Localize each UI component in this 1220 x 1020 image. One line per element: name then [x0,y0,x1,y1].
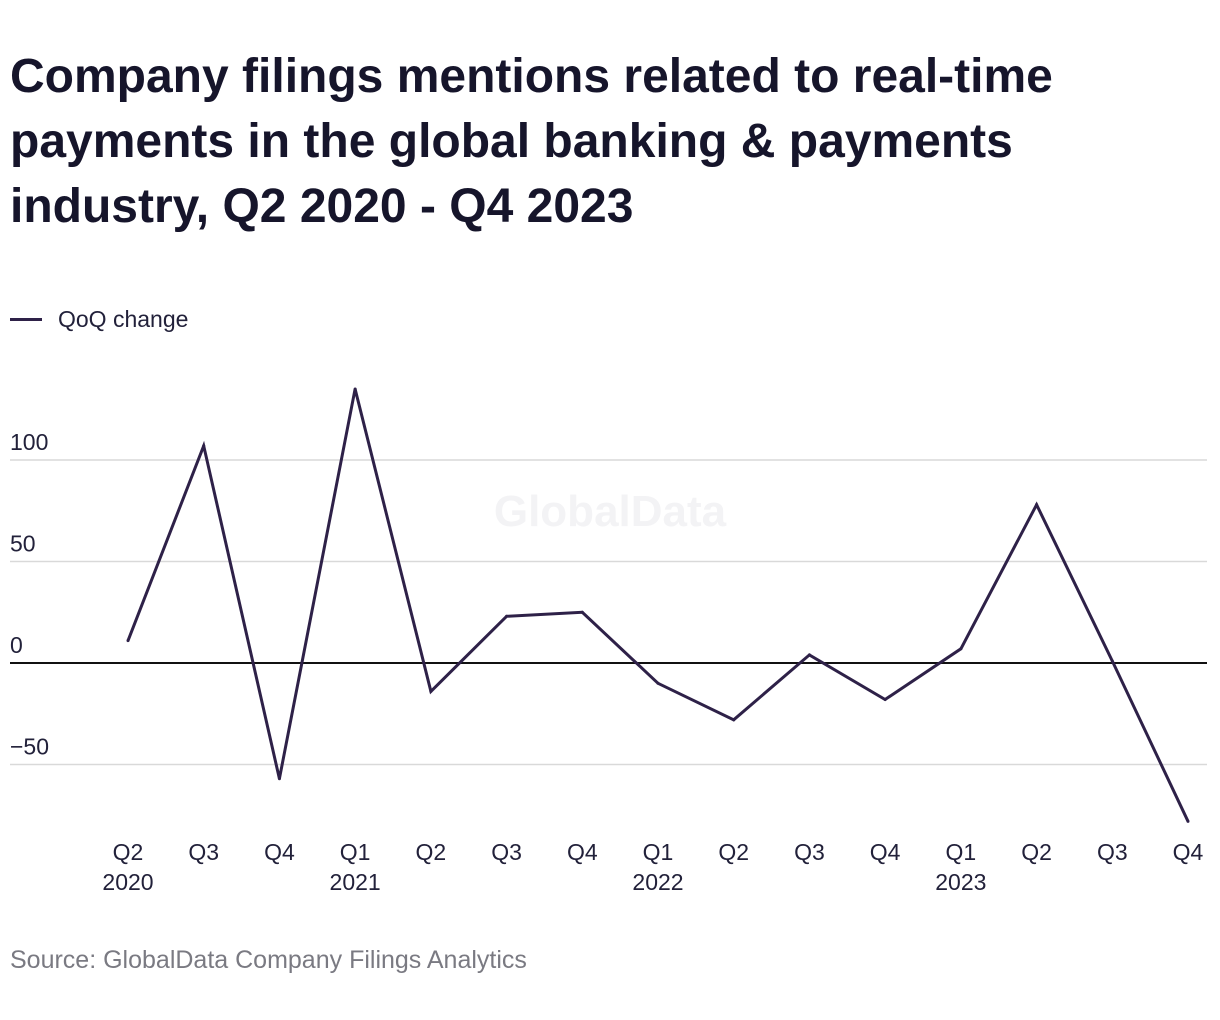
x-tick-label-quarter: Q4 [870,839,901,865]
x-tick-label-quarter: Q3 [491,839,522,865]
data-point [959,647,963,651]
x-tick-label-quarter: Q2 [718,839,749,865]
data-point [580,610,584,614]
x-tick-label-year: 2023 [935,869,986,895]
x-tick-label-quarter: Q2 [113,839,144,865]
x-tick-label-year: 2020 [102,869,153,895]
x-tick-label-quarter: Q3 [794,839,825,865]
x-axis-tick-labels: Q2 2020 Q3 Q4 Q1 2021 Q2 Q3 Q4 Q1 2022 Q2 Q3 Q4 Q1 2023… [102,839,1203,895]
legend-swatch [10,318,42,321]
data-point [1110,659,1114,663]
data-point [202,444,206,448]
data-point [1035,503,1039,507]
series-lines [126,387,1190,823]
grid-lines [10,459,1207,766]
x-tick-label-quarter: Q4 [1173,839,1204,865]
data-point [126,639,130,643]
x-tick-label-year: 2021 [330,869,381,895]
x-tick-label-quarter: Q2 [416,839,447,865]
data-point [505,614,509,618]
data-point [883,698,887,702]
y-axis-tick-labels: 100 50 0 −50 [10,429,49,760]
y-tick-label: −50 [10,734,49,760]
watermark-text: GlobalData [494,487,727,536]
chart-title: Company filings mentions related to real… [10,50,1053,233]
data-point [1186,819,1190,823]
x-tick-label-quarter: Q3 [188,839,219,865]
x-tick-label-quarter: Q1 [643,839,674,865]
y-tick-label: 50 [10,531,36,557]
source-note: Source: GlobalData Company Filings Analy… [10,946,527,974]
x-tick-label-quarter: Q2 [1021,839,1052,865]
x-tick-label-year: 2022 [632,869,683,895]
x-tick-label-quarter: Q1 [340,839,371,865]
y-tick-label: 100 [10,429,48,455]
data-point [732,718,736,722]
x-tick-label-quarter: Q3 [1097,839,1128,865]
data-point [277,777,281,781]
legend: QoQ change [10,306,188,333]
x-tick-label-quarter: Q4 [264,839,295,865]
data-point [353,387,357,391]
x-tick-label-quarter: Q1 [946,839,977,865]
legend-label-qoq-change: QoQ change [58,306,189,332]
x-tick-label-quarter: Q4 [567,839,598,865]
data-point [429,689,433,693]
y-tick-label: 0 [10,632,23,658]
data-point [807,653,811,657]
data-point [656,681,660,685]
series-line-qoq-change [126,388,1190,822]
